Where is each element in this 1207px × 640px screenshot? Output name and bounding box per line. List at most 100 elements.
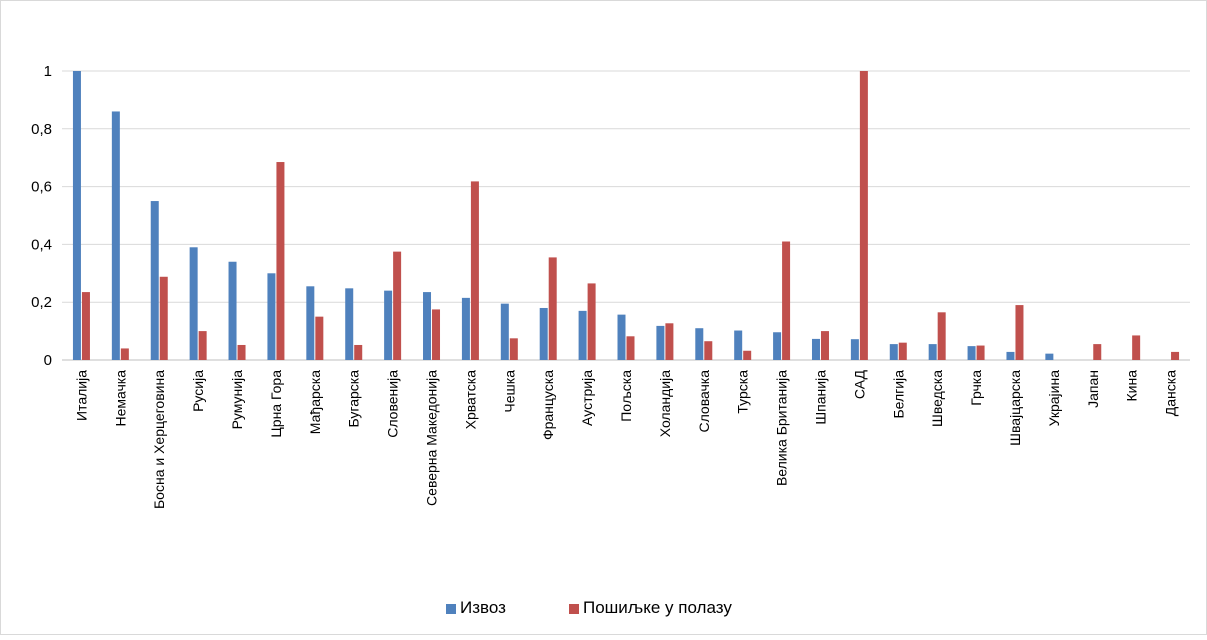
legend-label: Пошиљке у полазу <box>583 598 732 617</box>
bar-posiljke-24 <box>1015 305 1024 360</box>
x-category-label: Хрватска <box>462 370 478 430</box>
gridlines <box>62 70 1190 361</box>
bar-izvoz-3 <box>189 247 198 360</box>
bar-izvoz-10 <box>461 297 470 360</box>
x-category-label: Јапан <box>1085 370 1101 408</box>
bar-posiljke-9 <box>432 309 441 360</box>
x-category-label: Швајцарска <box>1007 370 1023 446</box>
x-category-label: Шпанија <box>812 370 828 425</box>
x-category-label: Пољска <box>618 370 634 422</box>
bar-posiljke-12 <box>548 257 557 360</box>
bar-izvoz-22 <box>928 344 937 360</box>
bar-izvoz-6 <box>306 286 315 360</box>
bar-izvoz-7 <box>345 288 354 360</box>
bar-posiljke-19 <box>820 331 829 360</box>
bar-izvoz-5 <box>267 273 276 360</box>
bar-izvoz-20 <box>850 339 859 360</box>
x-category-label: Чешка <box>501 370 517 413</box>
bar-posiljke-17 <box>743 350 752 360</box>
x-category-label: Грчка <box>968 370 984 406</box>
bar-posiljke-4 <box>237 344 246 360</box>
bar-posiljke-6 <box>315 316 324 360</box>
bar-posiljke-22 <box>937 312 946 360</box>
x-category-label: Словачка <box>696 370 712 433</box>
bar-izvoz-24 <box>1006 351 1015 360</box>
x-category-label: Русија <box>190 370 206 412</box>
bar-izvoz-15 <box>656 325 665 360</box>
bar-izvoz-19 <box>811 338 820 360</box>
bar-izvoz-14 <box>617 314 626 360</box>
bar-posiljke-7 <box>354 344 363 360</box>
y-axis-ticks: 0 0,2 0,4 0,6 0,8 1 <box>31 63 52 369</box>
bar-posiljke-10 <box>470 181 479 360</box>
bar-posiljke-18 <box>782 241 791 360</box>
bar-posiljke-27 <box>1132 335 1141 360</box>
bar-izvoz-9 <box>423 292 432 360</box>
x-category-label: Француска <box>540 370 556 440</box>
bar-posiljke-11 <box>509 338 518 360</box>
bar-posiljke-20 <box>859 71 868 360</box>
y-tick-label: 0,4 <box>31 236 52 253</box>
bar-izvoz-16 <box>695 328 704 360</box>
x-category-label: Немачка <box>112 370 128 427</box>
bar-izvoz-2 <box>150 201 159 360</box>
bar-izvoz-8 <box>384 290 393 360</box>
x-category-label: Румунија <box>229 370 245 430</box>
bar-izvoz-11 <box>500 303 509 360</box>
bar-izvoz-23 <box>967 346 976 360</box>
bars <box>72 71 1180 361</box>
bar-posiljke-5 <box>276 162 285 360</box>
x-category-label: Италија <box>73 370 89 421</box>
x-category-label: Холандија <box>657 370 673 437</box>
bar-izvoz-21 <box>889 344 898 360</box>
bar-izvoz-12 <box>539 307 548 360</box>
bar-posiljke-13 <box>587 283 596 360</box>
x-category-label: САД <box>851 369 867 399</box>
x-category-label: Бугарска <box>346 370 362 428</box>
bar-posiljke-14 <box>626 336 635 360</box>
bar-posiljke-26 <box>1093 344 1102 360</box>
x-category-label: Украјина <box>1046 370 1062 427</box>
legend: Извоз Пошиљке у полазу <box>446 598 732 617</box>
bar-posiljke-8 <box>393 251 402 360</box>
x-category-label: Мађарска <box>307 370 323 434</box>
bar-izvoz-17 <box>734 330 743 360</box>
x-category-label: Данска <box>1163 370 1179 416</box>
y-tick-label: 0,6 <box>31 179 52 196</box>
x-axis-labels: Италија Немачка Босна и Херцеговина Русија Р… <box>73 369 1178 509</box>
y-tick-label: 0,2 <box>31 294 52 311</box>
x-category-label: Турска <box>735 370 751 414</box>
bar-izvoz-25 <box>1045 353 1054 360</box>
bar-posiljke-23 <box>976 345 985 360</box>
bar-izvoz-1 <box>111 111 120 361</box>
y-tick-label: 0,8 <box>31 121 52 138</box>
bar-izvoz-0 <box>72 71 81 360</box>
bar-posiljke-3 <box>198 331 207 360</box>
bar-posiljke-21 <box>898 342 907 360</box>
x-category-label: Кина <box>1124 370 1140 402</box>
x-category-label: Црна Гора <box>268 370 284 438</box>
bar-posiljke-28 <box>1171 351 1180 360</box>
x-category-label: Словенија <box>385 370 401 438</box>
legend-swatch <box>446 604 456 614</box>
x-category-label: Босна и Херцеговина <box>151 370 167 509</box>
x-category-label: Белгија <box>890 370 906 419</box>
bar-posiljke-16 <box>704 341 713 360</box>
bar-izvoz-13 <box>578 310 587 360</box>
x-category-label: Велика Британија <box>774 370 790 486</box>
bar-posiljke-15 <box>665 323 674 360</box>
x-category-label: Северна Македонија <box>424 370 440 506</box>
legend-label: Извоз <box>460 598 506 617</box>
y-tick-label: 1 <box>44 63 52 80</box>
bar-izvoz-4 <box>228 261 237 360</box>
x-category-label: Аустрија <box>579 370 595 426</box>
bar-posiljke-1 <box>120 348 129 360</box>
y-tick-label: 0 <box>44 352 52 369</box>
x-category-label: Шведска <box>929 370 945 427</box>
bar-posiljke-0 <box>81 292 90 360</box>
bar-izvoz-18 <box>773 332 782 360</box>
legend-swatch <box>569 604 579 614</box>
